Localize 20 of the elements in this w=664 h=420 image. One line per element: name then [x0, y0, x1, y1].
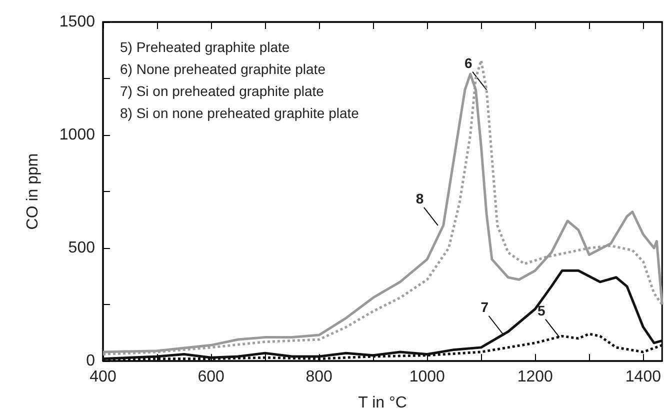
- x-axis-title: T in °C: [358, 394, 407, 412]
- annotation: 6) None preheated graphite plate: [120, 61, 326, 77]
- y-axis-title: CO in ppm: [24, 153, 42, 230]
- x-tick-label: 1200: [517, 368, 554, 386]
- x-tick-label: 1000: [409, 368, 446, 386]
- annotation: 6: [464, 54, 473, 71]
- annotation: 8) Si on none preheated graphite plate: [120, 105, 360, 121]
- annotation: 5) Preheated graphite plate: [120, 39, 290, 55]
- y-tick-label: 1500: [59, 14, 96, 30]
- annotation: 7) Si on preheated graphite plate: [120, 83, 324, 99]
- x-tick-label: 600: [198, 368, 224, 386]
- x-tick-label: 1400: [625, 368, 662, 386]
- x-tick-label: 800: [306, 368, 333, 386]
- annotation: 8: [416, 190, 424, 206]
- y-tick-label: 500: [68, 240, 96, 256]
- annotation: 7: [480, 298, 489, 315]
- y-tick-label: 0: [86, 352, 96, 370]
- x-tick-label: 400: [90, 368, 116, 386]
- y-tick-label: 1000: [59, 126, 96, 144]
- annotation: 5: [537, 302, 546, 318]
